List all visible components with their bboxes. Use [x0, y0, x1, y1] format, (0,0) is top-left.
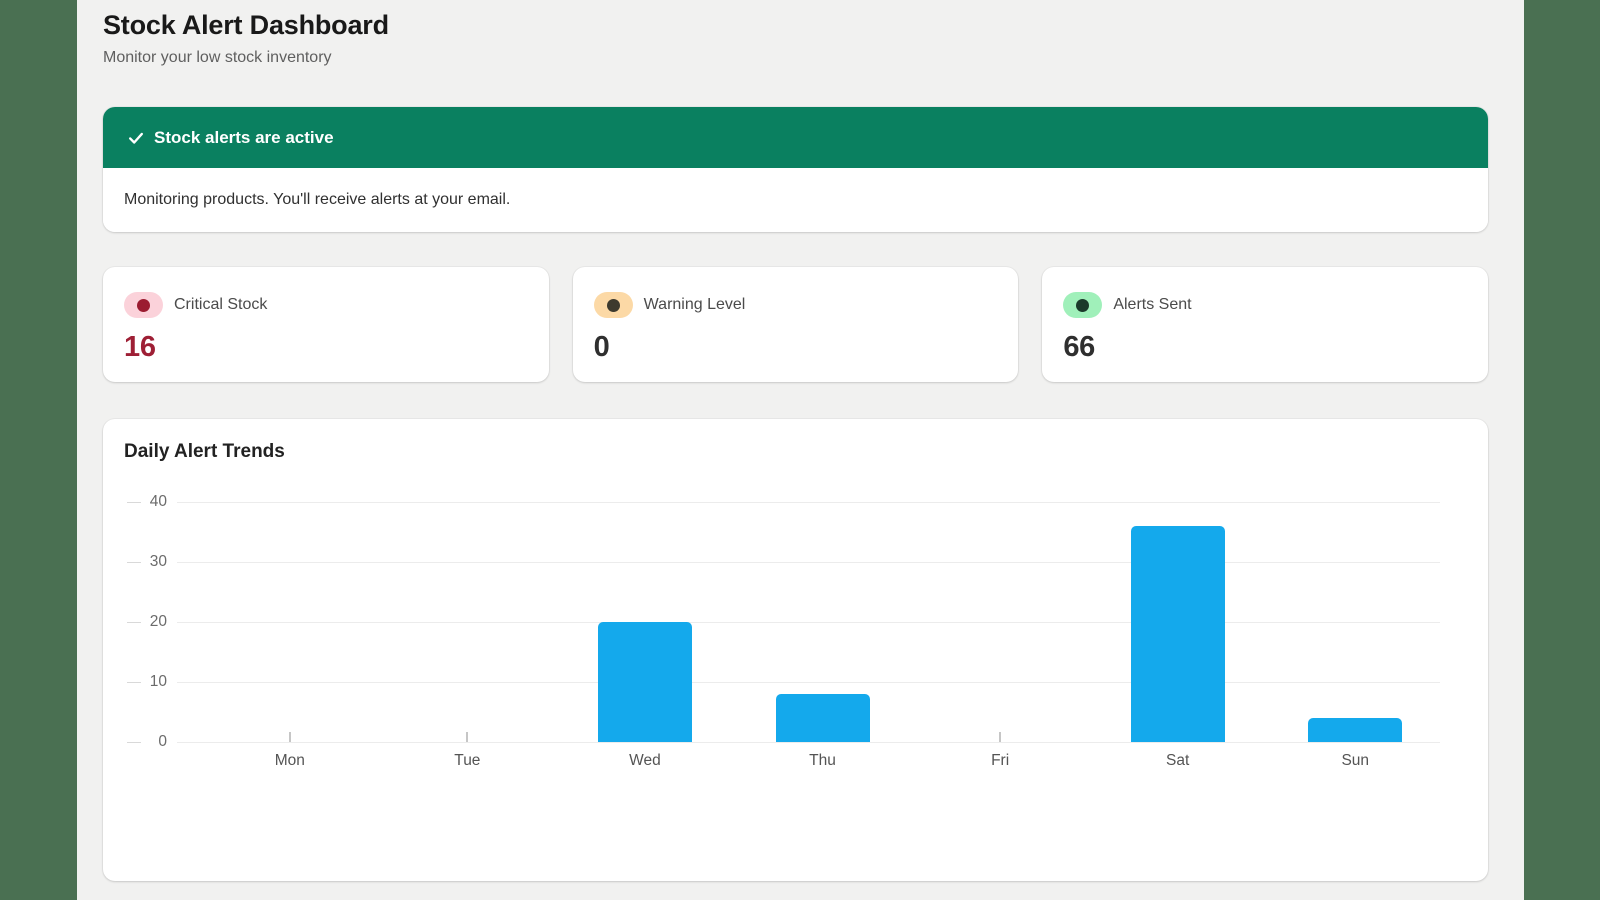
daily-alert-trends-card: Daily Alert Trends 40 30 20 10 0 Mon Tue Wed Th… — [103, 419, 1488, 881]
stat-value: 0 — [593, 331, 610, 363]
bar-column-sat — [1089, 502, 1267, 742]
bar-sun — [1308, 718, 1403, 742]
status-banner-header: Stock alerts are active — [103, 107, 1488, 168]
stats-row: Critical Stock 16 Warning Level 0 Alerts… — [103, 267, 1488, 382]
chart-x-axis-labels: Mon Tue Wed Thu Fri Sat Sun — [201, 752, 1444, 770]
check-icon — [128, 132, 144, 144]
bar-column-sun — [1266, 502, 1444, 742]
gridline — [177, 501, 1440, 503]
bar-thu — [775, 694, 870, 742]
stat-label: Warning Level — [643, 296, 746, 313]
page-title: Stock Alert Dashboard — [103, 10, 389, 40]
zero-tick-fri — [999, 732, 1002, 742]
gridline-0: 0 — [127, 732, 1440, 752]
x-tick-label-sat: Sat — [1166, 752, 1190, 769]
success-dot-icon — [1063, 292, 1103, 318]
y-tick-label: 40 — [149, 493, 167, 510]
window-edge-right — [1524, 0, 1600, 900]
gridline — [177, 741, 1440, 743]
bar-column-wed — [556, 502, 734, 742]
x-tick-label-thu: Thu — [809, 752, 836, 769]
zero-tick-mon — [288, 732, 291, 742]
y-tick-dash — [127, 501, 141, 503]
gridline — [177, 621, 1440, 623]
status-banner: Stock alerts are active Monitoring produ… — [103, 107, 1488, 232]
warning-dot-icon — [593, 292, 633, 318]
chart-title: Daily Alert Trends — [124, 441, 285, 462]
y-tick-label: 30 — [149, 553, 167, 570]
stat-card-warning-level: Warning Level 0 — [572, 267, 1019, 382]
y-tick-dash — [127, 741, 141, 743]
bar-column-mon — [201, 502, 379, 742]
status-banner-message: Monitoring products. You'll receive aler… — [103, 168, 1488, 232]
dashboard-page: Stock Alert Dashboard Monitor your low s… — [77, 0, 1524, 900]
critical-dot-icon — [124, 292, 163, 318]
y-tick-dash — [127, 681, 141, 683]
x-tick-label-fri: Fri — [991, 752, 1010, 769]
stat-value: 16 — [124, 331, 156, 363]
stat-value: 66 — [1063, 331, 1095, 363]
stat-label: Critical Stock — [174, 296, 268, 313]
x-tick-label-sun: Sun — [1341, 752, 1370, 769]
bar-wed — [597, 622, 692, 742]
gridline-20: 20 — [127, 612, 1440, 632]
zero-tick-tue — [466, 732, 469, 742]
gridline-10: 10 — [127, 672, 1440, 692]
page-subtitle: Monitor your low stock inventory — [103, 49, 332, 66]
y-tick-label: 10 — [149, 673, 167, 690]
gridline — [177, 681, 1440, 683]
bar-sat — [1130, 526, 1225, 742]
y-tick-dash — [127, 621, 141, 623]
gridline-40: 40 — [127, 492, 1440, 512]
stat-card-critical-stock: Critical Stock 16 — [103, 267, 549, 382]
y-tick-dash — [127, 561, 141, 563]
x-tick-label-mon: Mon — [274, 752, 305, 769]
status-banner-title: Stock alerts are active — [154, 127, 334, 147]
stat-card-alerts-sent: Alerts Sent 66 — [1042, 267, 1488, 382]
x-tick-label-tue: Tue — [454, 752, 481, 769]
bar-column-thu — [734, 502, 912, 742]
bar-column-tue — [379, 502, 557, 742]
window-edge-left — [0, 0, 77, 900]
x-tick-label-wed: Wed — [629, 752, 661, 769]
y-tick-label: 20 — [149, 613, 167, 630]
stat-label: Alerts Sent — [1113, 296, 1192, 313]
y-tick-label: 0 — [158, 733, 167, 750]
bar-column-fri — [911, 502, 1089, 742]
chart-bars-area — [201, 502, 1444, 742]
gridline — [177, 561, 1440, 563]
gridline-30: 30 — [127, 552, 1440, 572]
